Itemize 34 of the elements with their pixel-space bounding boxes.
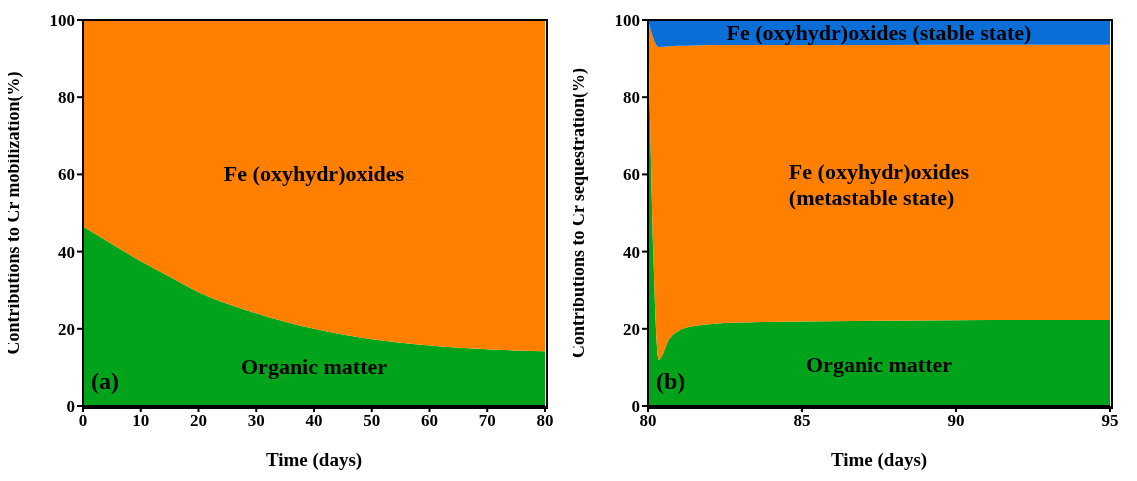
annotation: (b) [656,368,686,395]
y-tick-label: 0 [631,397,640,417]
x-tick-label: 85 [793,411,811,431]
x-tick-label: 90 [947,411,965,431]
x-tick-label: 30 [247,411,265,431]
series-label: Fe (oxyhydr)oxides [223,161,405,188]
series-label: Organic matter [241,354,387,381]
y-tick-label: 0 [66,397,75,417]
x-tick-label: 50 [363,411,381,431]
series-label: Fe (oxyhydr)oxides (stable state) [726,19,1032,46]
x-axis-title: Time (days) [830,449,928,471]
series-label: Organic matter [806,352,952,379]
annotation: (a) [91,368,119,395]
y-tick-label: 80 [58,88,75,108]
x-tick-label: 70 [478,411,496,431]
y-tick-label: 40 [58,242,75,262]
series-label: Fe (oxyhydr)oxides (metastable state) [788,158,970,211]
y-tick-label: 100 [614,11,640,31]
y-tick-label: 40 [623,242,640,262]
x-tick-label: 95 [1101,411,1119,431]
x-tick-label: 80 [639,411,657,431]
y-tick-label: 60 [58,165,75,185]
x-tick-label: 10 [132,411,150,431]
y-tick-label: 20 [623,319,640,339]
x-tick-label: 0 [78,411,88,431]
x-tick-label: 80 [536,411,554,431]
x-axis-title: Time (days) [265,449,363,471]
y-tick-label: 100 [49,11,75,31]
y-tick-label: 20 [58,319,75,339]
y-tick-label: 60 [623,165,640,185]
x-tick-label: 20 [190,411,207,431]
x-tick-label: 40 [305,411,323,431]
x-tick-label: 60 [421,411,438,431]
y-tick-label: 80 [623,88,640,108]
